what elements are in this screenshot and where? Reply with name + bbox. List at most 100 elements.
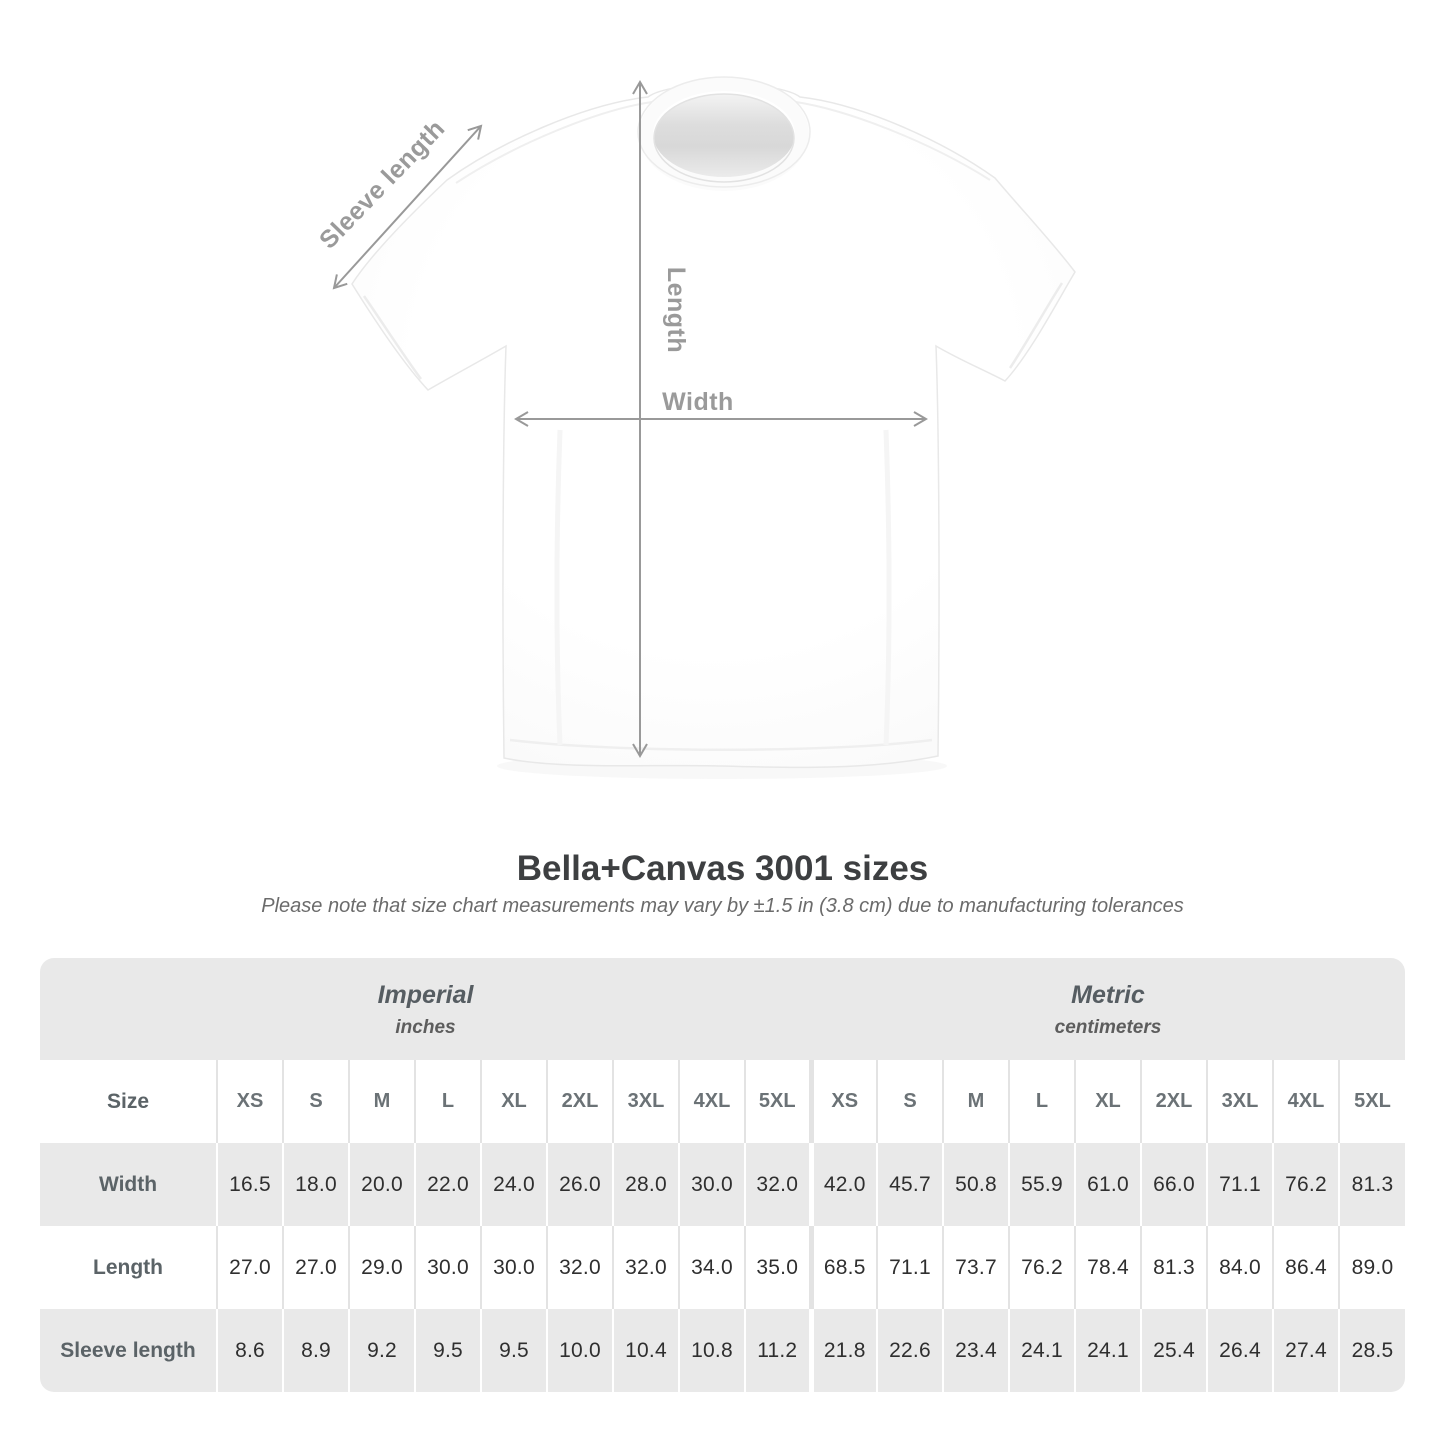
size-header-cell: XS <box>808 1060 877 1143</box>
value-cell: 18.0 <box>282 1143 349 1226</box>
size-header-cell: 3XL <box>1206 1060 1273 1143</box>
crease-right <box>883 429 892 746</box>
value-cell: 73.7 <box>942 1226 1009 1309</box>
value-cell: 24.1 <box>1008 1309 1075 1392</box>
size-table: Imperial inches Metric centimeters Size XS S M L… <box>40 958 1405 1392</box>
size-header-cell: L <box>1008 1060 1075 1143</box>
size-header-cell: S <box>876 1060 943 1143</box>
size-table-wrapper: Imperial inches Metric centimeters Size XS S M L… <box>40 958 1405 1392</box>
row-label-cell: Width <box>40 1143 217 1226</box>
length-label: Length <box>662 267 690 353</box>
title-block: Bella+Canvas 3001 sizes Please note that… <box>0 848 1445 918</box>
table-row: Length 27.0 27.0 29.0 30.0 30.0 32.0 32.0 34.0 35… <box>40 1226 1405 1309</box>
size-header-cell: 4XL <box>1272 1060 1339 1143</box>
row-label-cell: Sleeve length <box>40 1309 217 1392</box>
size-header-cell: M <box>942 1060 1009 1143</box>
cuff-seam-left <box>362 295 423 380</box>
value-cell: 89.0 <box>1338 1226 1405 1309</box>
value-cell: 9.2 <box>348 1309 415 1392</box>
value-cell: 76.2 <box>1008 1226 1075 1309</box>
size-header-row: Size XS S M L XL 2XL 3XL 4XL 5XL XS S M L XL 2XL 3XL 4XL 5… <box>40 1060 1405 1143</box>
value-cell: 24.0 <box>480 1143 547 1226</box>
value-cell: 50.8 <box>942 1143 1009 1226</box>
value-cell: 30.0 <box>414 1226 481 1309</box>
size-header-cell: 2XL <box>546 1060 613 1143</box>
value-cell: 71.1 <box>1206 1143 1273 1226</box>
value-cell: 8.9 <box>282 1309 349 1392</box>
value-cell: 68.5 <box>808 1226 877 1309</box>
value-cell: 27.0 <box>216 1226 283 1309</box>
width-label: Width <box>662 388 734 416</box>
size-header-cell: XL <box>480 1060 547 1143</box>
size-header-cell: 5XL <box>1338 1060 1405 1143</box>
value-cell: 27.4 <box>1272 1309 1339 1392</box>
value-cell: 42.0 <box>808 1143 877 1226</box>
unit-group-header: Imperial inches <box>40 958 811 1060</box>
value-cell: 26.4 <box>1206 1309 1273 1392</box>
value-cell: 20.0 <box>348 1143 415 1226</box>
size-header-cell: M <box>348 1060 415 1143</box>
value-cell: 8.6 <box>216 1309 283 1392</box>
value-cell: 45.7 <box>876 1143 943 1226</box>
value-cell: 23.4 <box>942 1309 1009 1392</box>
value-cell: 9.5 <box>480 1309 547 1392</box>
value-cell: 30.0 <box>678 1143 745 1226</box>
value-cell: 32.0 <box>612 1226 679 1309</box>
value-cell: 10.0 <box>546 1309 613 1392</box>
value-cell: 22.6 <box>876 1309 943 1392</box>
unit-group-header: Metric centimeters <box>811 958 1405 1060</box>
value-cell: 76.2 <box>1272 1143 1339 1226</box>
value-cell: 30.0 <box>480 1226 547 1309</box>
value-cell: 61.0 <box>1074 1143 1141 1226</box>
value-cell: 81.3 <box>1338 1143 1405 1226</box>
size-header-cell: XS <box>216 1060 283 1143</box>
measurement-annotations <box>332 80 928 758</box>
collar <box>637 76 811 191</box>
value-cell: 22.0 <box>414 1143 481 1226</box>
unit-group-label: Imperial <box>377 980 474 1009</box>
value-cell: 81.3 <box>1140 1226 1207 1309</box>
value-cell: 28.5 <box>1338 1309 1405 1392</box>
size-header-cell: L <box>414 1060 481 1143</box>
size-header-cell: S <box>282 1060 349 1143</box>
value-cell: 21.8 <box>808 1309 877 1392</box>
cuff-seam-right <box>1008 282 1064 369</box>
value-cell: 28.0 <box>612 1143 679 1226</box>
unit-group-row: Imperial inches Metric centimeters <box>40 958 1405 1060</box>
value-cell: 66.0 <box>1140 1143 1207 1226</box>
value-cell: 25.4 <box>1140 1309 1207 1392</box>
row-label-cell: Length <box>40 1226 217 1309</box>
value-cell: 9.5 <box>414 1309 481 1392</box>
value-cell: 35.0 <box>744 1226 811 1309</box>
value-cell: 26.0 <box>546 1143 613 1226</box>
size-header-cell: XL <box>1074 1060 1141 1143</box>
value-cell: 27.0 <box>282 1226 349 1309</box>
shoulder-seam-right <box>795 101 991 181</box>
value-cell: 10.8 <box>678 1309 745 1392</box>
size-header-cell: 5XL <box>744 1060 811 1143</box>
tolerance-note: Please note that size chart measurements… <box>261 895 1184 917</box>
size-header-cell: 4XL <box>678 1060 745 1143</box>
value-cell: 10.4 <box>612 1309 679 1392</box>
value-cell: 11.2 <box>744 1309 811 1392</box>
size-header-cell: 3XL <box>612 1060 679 1143</box>
value-cell: 29.0 <box>348 1226 415 1309</box>
value-cell: 32.0 <box>744 1143 811 1226</box>
sleeve-length-arrow <box>332 124 483 290</box>
value-cell: 78.4 <box>1074 1226 1141 1309</box>
tshirt-graphic <box>351 76 1076 769</box>
table-row: Width 16.5 18.0 20.0 22.0 24.0 26.0 28.0 30.0 32.… <box>40 1143 1405 1226</box>
unit-group-label: Metric <box>1071 980 1145 1009</box>
size-header-cell: 2XL <box>1140 1060 1207 1143</box>
table-row: Sleeve length 8.6 8.9 9.2 9.5 9.5 10.0 10.4 10.8… <box>40 1309 1405 1392</box>
unit-group-units: inches <box>395 1016 456 1038</box>
row-label-cell: Size <box>40 1060 217 1143</box>
value-cell: 86.4 <box>1272 1226 1339 1309</box>
value-cell: 71.1 <box>876 1226 943 1309</box>
unit-group-units: centimeters <box>1054 1016 1162 1038</box>
value-cell: 16.5 <box>216 1143 283 1226</box>
crease-left <box>554 429 563 746</box>
value-cell: 24.1 <box>1074 1309 1141 1392</box>
value-cell: 84.0 <box>1206 1226 1273 1309</box>
